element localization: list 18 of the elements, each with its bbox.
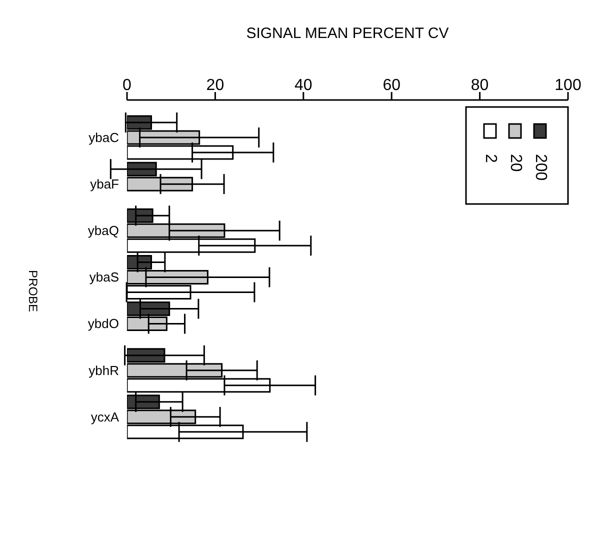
legend-label: 2 (482, 154, 499, 163)
legend-label: 20 (506, 154, 524, 172)
x-tick-label: 80 (470, 77, 489, 94)
x-axis-title: SIGNAL MEAN PERCENT CV (246, 25, 449, 42)
y-tick-label: ycxA (90, 409, 120, 424)
y-tick-label: ybaQ (88, 223, 119, 238)
legend-label: 200 (532, 154, 549, 181)
y-tick-label: ybaF (90, 176, 120, 192)
x-tick-label: 100 (554, 77, 582, 94)
y-tick-label: ybhR (88, 362, 119, 378)
x-tick-label: 20 (206, 77, 224, 94)
y-tick-label: ybaS (89, 270, 120, 285)
y-axis-title: PROBE (26, 270, 40, 312)
x-tick-label: 40 (294, 77, 312, 94)
x-tick-label: 0 (122, 77, 132, 94)
x-tick-label: 60 (382, 77, 401, 94)
y-tick-label: ybaC (88, 130, 119, 145)
y-tick-label: ybdO (88, 316, 119, 332)
